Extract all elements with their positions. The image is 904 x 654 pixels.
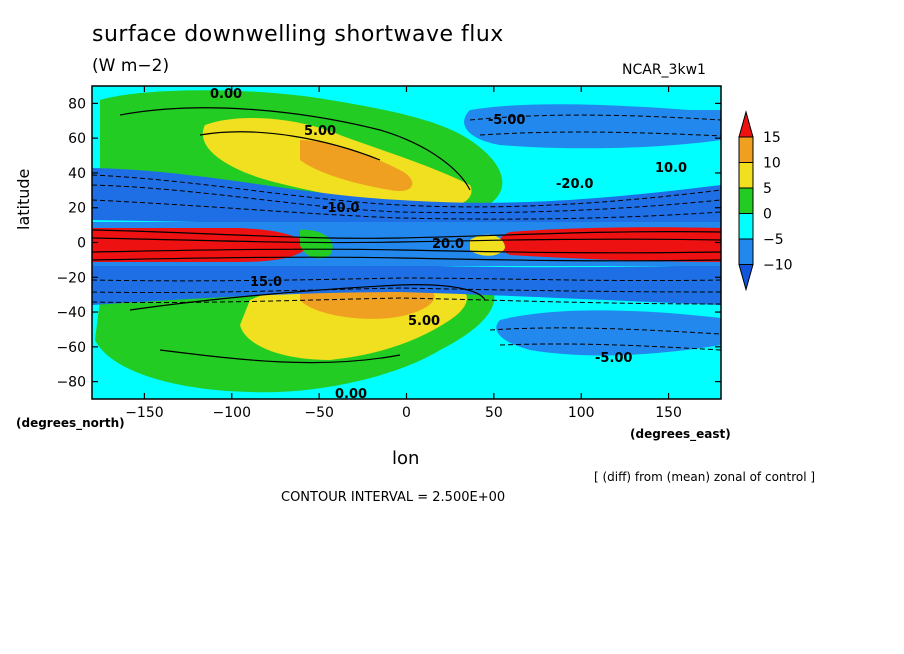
colorbar-label: 10 [763, 156, 781, 172]
contour-label: -20.0 [556, 177, 593, 192]
y-tick-label: 0 [77, 236, 86, 252]
y-tick-label: 60 [68, 131, 86, 147]
y-tick-label: −60 [56, 340, 86, 356]
flux-field: 0.00 5.00 -5.00 10.0 -10.0 -20.0 20.0 15.0 5.00 0… [92, 86, 721, 402]
contour-label: 15.0 [250, 275, 282, 290]
contour-label: 10.0 [655, 161, 687, 176]
x-tick-label: 0 [402, 405, 411, 421]
colorbar-swatch [738, 238, 754, 265]
contour-label: 0.00 [210, 87, 242, 102]
colorbar-label: 15 [763, 130, 781, 146]
x-tick-label: −50 [304, 405, 334, 421]
colorbar-swatch [738, 264, 754, 292]
y-tick-label: −20 [56, 270, 86, 286]
x-tick-label: 50 [485, 405, 503, 421]
contour-label: -5.00 [595, 351, 632, 366]
colorbar-swatch [738, 187, 754, 214]
colorbar-label: −5 [763, 232, 784, 248]
chart-units: (W m−2) [92, 56, 170, 76]
y-axis-name: (degrees_north) [16, 416, 125, 430]
colorbar-swatch [738, 110, 754, 138]
colorbar-label: 5 [763, 181, 772, 197]
colorbar-label: 0 [763, 207, 772, 223]
x-axis-label: lon [392, 448, 420, 469]
colorbar-swatch [738, 136, 754, 163]
x-tick-label: −150 [125, 405, 163, 421]
diff-note: [ (diff) from (mean) zonal of control ] [594, 470, 816, 484]
model-label: NCAR_3kw1 [622, 62, 706, 78]
y-tick-label: −40 [56, 305, 86, 321]
y-tick-label: −80 [56, 375, 86, 391]
contour-label: 0.00 [335, 387, 367, 402]
colorbar-swatch [738, 162, 754, 189]
contour-label: -10.0 [322, 201, 359, 216]
x-tick-label: 100 [568, 405, 595, 421]
contour-label: -5.00 [488, 113, 525, 128]
contour-interval: CONTOUR INTERVAL = 2.500E+00 [281, 490, 506, 505]
y-tick-label: 20 [68, 201, 86, 217]
colorbar-swatch [738, 213, 754, 240]
x-axis-name: (degrees_east) [630, 427, 731, 441]
y-tick-label: 40 [68, 166, 86, 182]
contour-label: 5.00 [304, 124, 336, 139]
colorbar-label: −10 [763, 258, 793, 274]
y-tick-label: 80 [68, 96, 86, 112]
chart-title: surface downwelling shortwave flux [92, 22, 504, 47]
x-tick-label: −100 [213, 405, 251, 421]
contour-label: 5.00 [408, 314, 440, 329]
contour-label: 20.0 [432, 237, 464, 252]
colorbar: 15 10 5 0 −5 −10 [738, 110, 793, 292]
x-tick-label: 150 [655, 405, 682, 421]
